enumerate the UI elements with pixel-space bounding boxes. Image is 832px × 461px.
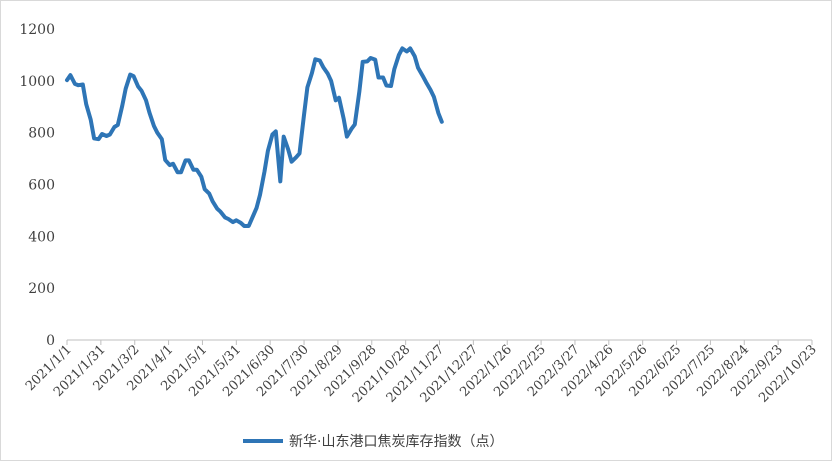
y-axis-ticks: 0 200 400 600 800 1000 1200 [19,22,55,349]
x-axis-ticks: 2021/1/12021/1/312021/3/22021/4/12021/5/… [23,340,820,406]
legend: 新华·山东港口焦炭库存指数（点） [243,434,503,450]
legend-label: 新华·山东港口焦炭库存指数（点） [289,434,503,450]
y-tick-label: 0 [46,333,55,349]
y-tick-label: 800 [28,126,55,142]
y-tick-label: 600 [28,178,55,194]
y-tick-label: 1000 [19,74,55,90]
series-line [65,46,444,228]
y-tick-label: 400 [28,229,55,245]
y-tick-label: 200 [28,281,55,297]
y-tick-label: 1200 [19,22,55,38]
